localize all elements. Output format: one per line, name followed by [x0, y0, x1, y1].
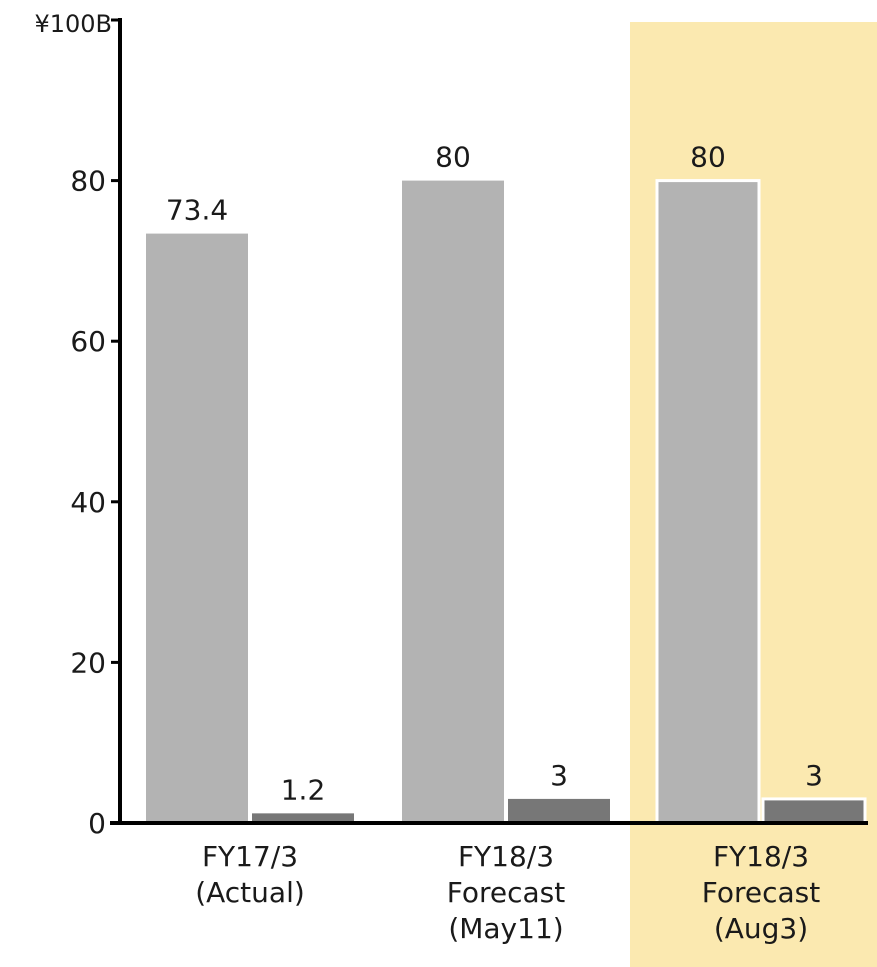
y-unit-label: ¥100B	[34, 10, 112, 38]
y-tick-label: 80	[70, 165, 106, 198]
category-label: (Actual)	[195, 876, 305, 909]
category-label: FY17/3	[202, 840, 298, 873]
bar-value-label: 73.4	[166, 194, 228, 227]
bar-value-label: 1.2	[281, 773, 326, 806]
category-label: Forecast	[447, 876, 566, 909]
y-tick-label: 60	[70, 325, 106, 358]
y-tick-label: 20	[70, 646, 106, 679]
bar	[402, 180, 504, 824]
category-label: (May11)	[448, 912, 563, 945]
y-ticks-layer: 0 20 40 60 80	[70, 18, 120, 840]
bar	[508, 798, 610, 823]
bar	[146, 233, 248, 823]
bar	[252, 813, 354, 823]
bar-value-label: 3	[805, 759, 823, 792]
category-labels-layer: FY17/3(Actual)FY18/3Forecast(May11)FY18/…	[195, 840, 820, 945]
bar-value-label: 3	[550, 759, 568, 792]
value-labels-layer: 73.4 80 80 1.2 3 3	[166, 141, 823, 807]
category-label: (Aug3)	[714, 912, 808, 945]
bar	[761, 797, 867, 825]
bar-value-label: 80	[690, 141, 726, 174]
category-label: Forecast	[702, 876, 821, 909]
bar	[655, 179, 761, 825]
y-tick-label: 40	[70, 486, 106, 519]
bars-layer	[146, 179, 867, 825]
category-label: FY18/3	[713, 840, 809, 873]
bar-value-label: 80	[435, 141, 471, 174]
category-label: FY18/3	[458, 840, 554, 873]
y-tick-label: 0	[88, 807, 106, 840]
